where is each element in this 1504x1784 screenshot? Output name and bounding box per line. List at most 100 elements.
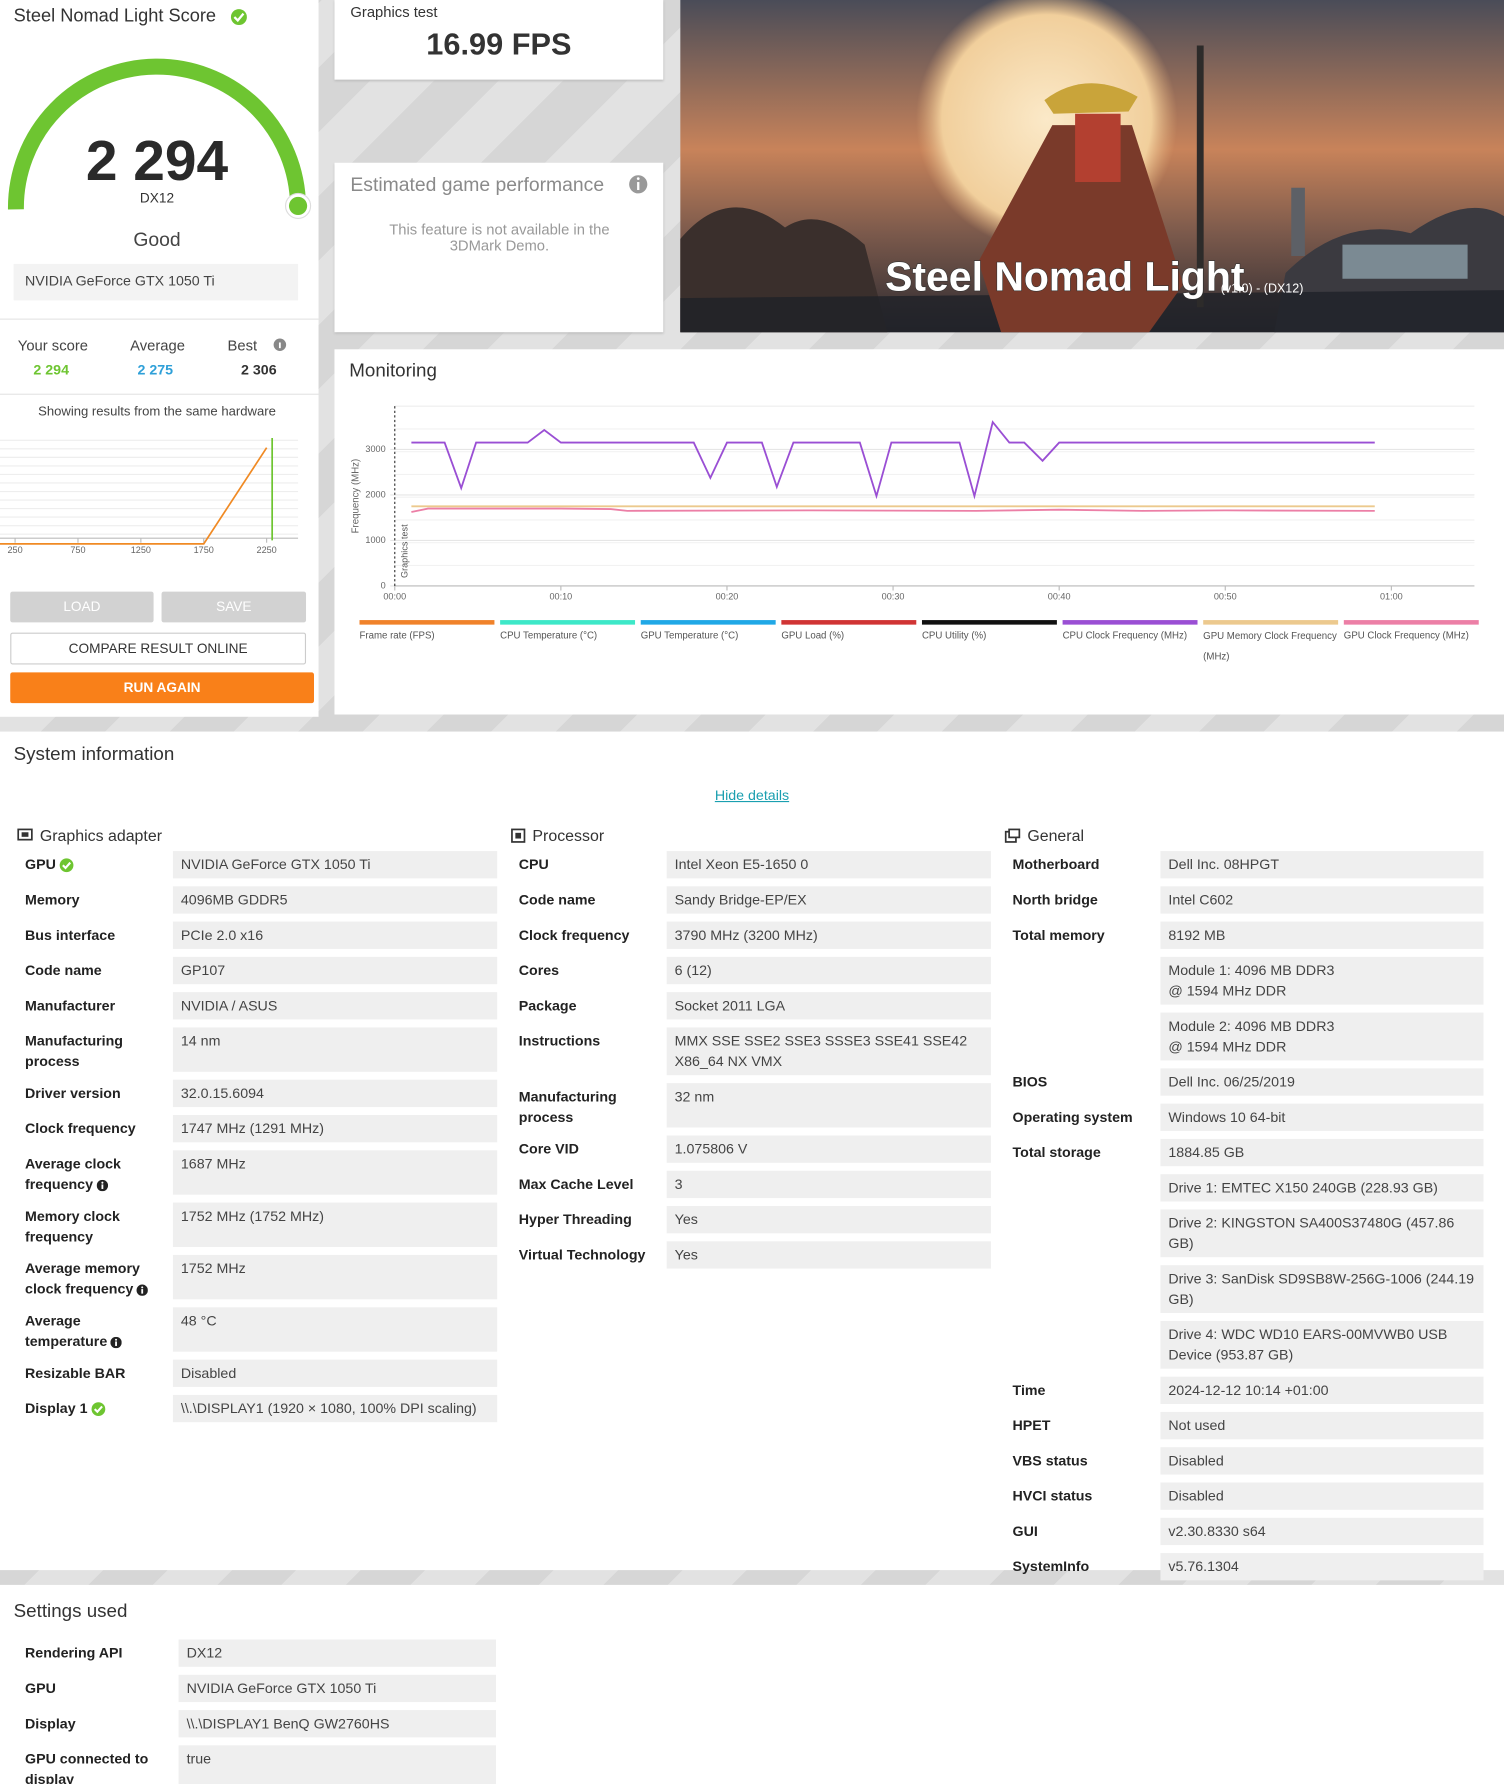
check-icon (91, 1402, 106, 1417)
info-label-text: GPU (25, 1680, 56, 1697)
info-value: 1747 MHz (1291 MHz) (172, 1115, 498, 1143)
info-value-line: @ 1594 MHz DDR (1168, 1038, 1287, 1055)
info-label-text: Package (518, 997, 577, 1014)
processor-icon (511, 828, 526, 843)
info-row: Manufacturing process 32 nm (518, 1083, 991, 1128)
hide-details-link[interactable]: Hide details (714, 787, 790, 804)
info-row: Average temperature 48 °C (25, 1307, 498, 1352)
info-value-text: 1752 MHz (180, 1260, 246, 1277)
info-label-text: Manufacturer (25, 997, 116, 1014)
info-row: Display \\.\DISPLAY1 BenQ GW2760HS (25, 1710, 497, 1738)
info-value-text: Disabled (180, 1365, 237, 1382)
your-score: 2 294 (33, 361, 69, 378)
info-value-text: Intel C602 (1168, 892, 1234, 908)
info-value: 3 (666, 1170, 991, 1199)
info-value-text: Disabled (1168, 1488, 1224, 1505)
info-row: Memory 4096MB GDDR5 (25, 886, 498, 914)
info-value-text: MMX SSE SSE2 SSE3 SSSE3 SSE41 SSE42 X86_… (674, 1033, 968, 1070)
info-label-text: Average temperature (25, 1312, 108, 1350)
info-value-text: Sandy Bridge-EP/EX (674, 892, 807, 908)
info-label-text: Operating system (1012, 1109, 1133, 1126)
info-label: Time (1013, 1377, 1161, 1404)
info-value: Disabled (172, 1359, 498, 1387)
info-label: North bridge (1013, 886, 1161, 913)
info-value-text: NVIDIA GeForce GTX 1050 Ti (186, 1680, 377, 1697)
info-label: Motherboard (1013, 851, 1161, 878)
info-label-text: Code name (25, 962, 102, 979)
info-value-text: 1752 MHz (1752 MHz) (180, 1208, 324, 1225)
info-label-text: Total storage (1012, 1144, 1101, 1161)
column-header: General (1004, 824, 1484, 847)
estimate-title: Estimated game performance (350, 174, 605, 196)
info-value: 32 nm (666, 1083, 991, 1128)
info-label: GPU connected to display (25, 1745, 179, 1784)
info-value-text: Yes (674, 1211, 698, 1228)
info-label: Code name (519, 886, 667, 913)
info-value: Socket 2011 LGA (666, 992, 991, 1020)
info-label-text: SystemInfo (1012, 1558, 1090, 1575)
column-header: Graphics adapter (17, 824, 497, 847)
graphics-test-value: 16.99 FPS (426, 27, 572, 62)
info-label: Driver version (25, 1080, 173, 1107)
info-value-text: 32.0.15.6094 (180, 1085, 264, 1102)
graphics-adapter-column: Graphics adapter GPU NVIDIA GeForce GTX 10… (17, 824, 498, 1430)
info-value-text: NVIDIA / ASUS (180, 997, 278, 1014)
info-value: 8192 MB (1160, 921, 1484, 949)
info-value: Drive 1: EMTEC X150 240GB (228.93 GB) (1160, 1174, 1484, 1202)
info-value: Module 1: 4096 MB DDR3 @ 1594 MHz DDR (1160, 956, 1484, 1005)
info-value-text: Drive 1: EMTEC X150 240GB (228.93 GB) (1168, 1179, 1438, 1196)
info-value-text: Dell Inc. 08HPGT (1168, 856, 1280, 873)
info-value-text: 3790 MHz (3200 MHz) (674, 927, 818, 944)
info-value: v2.30.8330 s64 (1160, 1517, 1484, 1546)
average-score: 2 275 (137, 361, 174, 378)
best-label: Best (227, 336, 258, 354)
info-label: Package (519, 992, 667, 1019)
compare-button[interactable]: COMPARE RESULT ONLINE (10, 632, 307, 665)
info-label: Memory clock frequency (25, 1203, 173, 1247)
score-value: 2 294 (85, 128, 229, 193)
info-row: Time 2024-12-12 10:14 +01:00 (1013, 1376, 1484, 1404)
monitoring-title: Monitoring (349, 360, 437, 382)
info-value: PCIe 2.0 x16 (172, 921, 498, 949)
info-value-text: Socket 2011 LGA (674, 997, 786, 1014)
info-row: North bridge Intel C602 (1013, 886, 1484, 914)
info-value-text: 1687 MHz (180, 1155, 246, 1172)
info-label-text: Total memory (1012, 927, 1105, 944)
info-label-text: GUI (1012, 1523, 1038, 1540)
info-label-text: Manufacturing process (518, 1088, 617, 1126)
info-label-text: GPU (25, 856, 56, 873)
info-label: Display 1 (25, 1395, 173, 1422)
load-button[interactable]: LOAD (10, 591, 154, 623)
info-value: Module 2: 4096 MB DDR3 @ 1594 MHz DDR (1160, 1012, 1484, 1061)
run-again-button[interactable]: RUN AGAIN (10, 672, 314, 704)
info-value-text: Yes (674, 1246, 698, 1263)
info-row: Package Socket 2011 LGA (519, 992, 991, 1020)
gpu-box (13, 263, 299, 301)
info-row: Resizable BAR Disabled (25, 1359, 498, 1387)
info-row: GUI v2.30.8330 s64 (1012, 1517, 1484, 1546)
info-value-text: \\.\DISPLAY1 BenQ GW2760HS (186, 1715, 390, 1732)
divider (0, 318, 319, 320)
info-label-text: Cores (518, 962, 560, 979)
info-label (1013, 957, 1161, 1005)
info-value-text: Windows 10 64-bit (1168, 1109, 1286, 1126)
info-row: Max Cache Level 3 (519, 1170, 991, 1199)
estimate-message: This feature is not available in the 3DM… (389, 220, 610, 254)
info-value-text: true (186, 1751, 212, 1767)
info-value-text: PCIe 2.0 x16 (180, 927, 264, 944)
info-label: Bus interface (25, 922, 173, 949)
info-row: Clock frequency 1747 MHz (1291 MHz) (25, 1115, 498, 1143)
info-value: 1.075806 V (666, 1135, 991, 1163)
info-value: \\.\DISPLAY1 BenQ GW2760HS (178, 1710, 497, 1738)
showing-note: Showing results from the same hardware (38, 405, 276, 419)
info-label: Hyper Threading (519, 1206, 667, 1233)
info-value-text: DX12 (186, 1645, 223, 1662)
info-value-text: v2.30.8330 s64 (1168, 1523, 1266, 1540)
info-label: CPU (519, 851, 667, 878)
info-row: VBS status Disabled (1013, 1447, 1484, 1475)
info-label-text: Code name (518, 892, 596, 908)
info-label: Average clock frequency (25, 1150, 173, 1194)
save-button[interactable]: SAVE (161, 591, 307, 623)
